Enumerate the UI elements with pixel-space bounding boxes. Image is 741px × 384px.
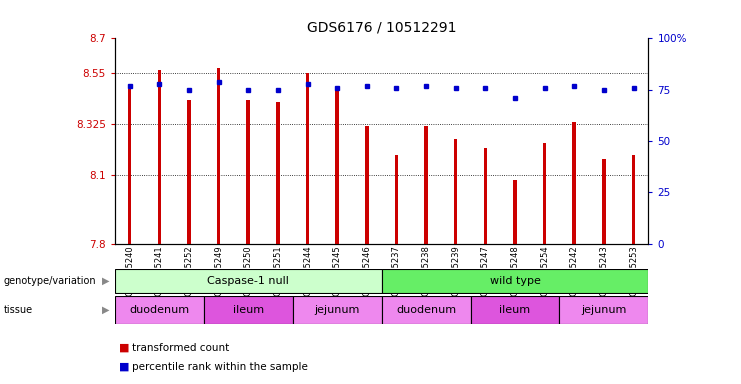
Bar [204,296,293,324]
Bar [293,296,382,324]
Bar [336,89,339,244]
Bar [543,143,546,244]
Text: genotype/variation: genotype/variation [4,276,96,286]
Bar [425,126,428,244]
Bar [247,100,250,244]
Text: ▶: ▶ [102,305,110,315]
Text: duodenum: duodenum [396,305,456,315]
Text: ■: ■ [119,343,129,353]
Text: percentile rank within the sample: percentile rank within the sample [132,362,308,372]
Bar [514,180,516,244]
Bar [115,269,382,293]
Text: duodenum: duodenum [129,305,190,315]
Bar [573,122,576,244]
Bar [382,269,648,293]
Text: ileum: ileum [499,305,531,315]
Bar [602,159,605,244]
Text: ■: ■ [119,362,129,372]
Bar [187,100,190,244]
Bar [559,296,648,324]
Bar [128,89,131,244]
Bar [306,73,309,244]
Bar [158,70,161,244]
Bar [365,126,368,244]
Text: Caspase-1 null: Caspase-1 null [207,276,289,286]
Bar [382,296,471,324]
Bar [115,296,204,324]
Bar [632,155,635,244]
Text: ▶: ▶ [102,276,110,286]
Bar [484,148,487,244]
Text: transformed count: transformed count [132,343,229,353]
Text: jejunum: jejunum [581,305,627,315]
Text: ileum: ileum [233,305,264,315]
Bar [454,139,457,244]
Text: tissue: tissue [4,305,33,315]
Bar [276,102,279,244]
Bar [471,296,559,324]
Title: GDS6176 / 10512291: GDS6176 / 10512291 [307,20,456,35]
Text: wild type: wild type [490,276,540,286]
Text: jejunum: jejunum [314,305,360,315]
Bar [217,68,220,244]
Bar [395,155,398,244]
